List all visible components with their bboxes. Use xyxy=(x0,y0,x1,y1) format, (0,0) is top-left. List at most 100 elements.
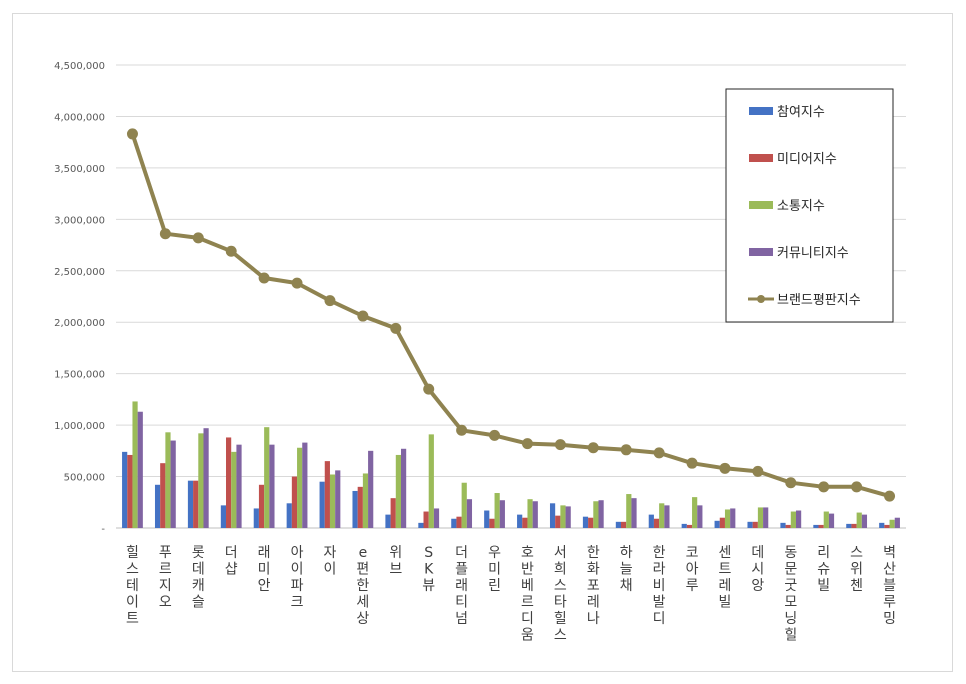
bar-1 xyxy=(451,518,457,528)
bar-3 xyxy=(724,509,731,528)
bar-3 xyxy=(856,512,862,528)
bar-1 xyxy=(714,520,720,528)
line-point xyxy=(258,272,270,284)
bar-3 xyxy=(428,434,434,528)
bar-4 xyxy=(335,470,341,528)
bar-4 xyxy=(400,448,407,528)
bar-2 xyxy=(522,517,528,528)
bar-2 xyxy=(851,523,857,528)
bar-1 xyxy=(154,484,161,528)
bar-3 xyxy=(626,494,632,528)
line-point xyxy=(456,424,468,436)
bar-2 xyxy=(818,524,824,528)
line-point xyxy=(489,429,501,441)
bar-3 xyxy=(494,493,500,528)
line-point xyxy=(587,442,599,454)
bar-1 xyxy=(517,514,523,528)
line-point xyxy=(291,277,303,289)
bar-3 xyxy=(560,505,566,528)
bar-4 xyxy=(170,440,176,528)
legend-swatch xyxy=(757,295,765,303)
bar-3 xyxy=(659,503,665,528)
bar-4 xyxy=(236,444,242,528)
line-point xyxy=(818,481,830,493)
bar-2 xyxy=(127,454,133,528)
bar-4 xyxy=(894,517,900,528)
y-tick-label: 500,000 xyxy=(64,473,105,484)
bar-2 xyxy=(456,516,462,528)
bar-4 xyxy=(565,506,571,528)
y-tick-label: 4,500,000 xyxy=(54,61,105,72)
legend-swatch xyxy=(749,154,773,162)
bar-2 xyxy=(357,486,363,528)
line-point xyxy=(620,444,632,456)
bar-2 xyxy=(785,524,791,528)
bar-3 xyxy=(757,507,764,528)
bar-3 xyxy=(889,519,895,528)
legend-label: 커뮤니티지수 xyxy=(777,246,849,261)
bar-1 xyxy=(681,523,687,528)
line-point xyxy=(225,245,237,257)
bar-1 xyxy=(648,514,654,528)
line-point xyxy=(554,439,566,451)
bar-1 xyxy=(220,505,227,528)
legend-label: 브랜드평판지수 xyxy=(777,293,861,308)
bar-3 xyxy=(297,447,303,528)
bar-4 xyxy=(598,500,604,528)
bar-1 xyxy=(879,522,885,528)
bar-2 xyxy=(884,524,890,528)
bar-4 xyxy=(795,510,802,528)
line-point xyxy=(752,465,764,477)
bar-3 xyxy=(362,473,369,528)
bar-2 xyxy=(686,524,693,528)
bar-1 xyxy=(549,503,556,528)
bar-3 xyxy=(823,511,829,528)
y-tick-label: 3,500,000 xyxy=(54,164,105,175)
bar-2 xyxy=(226,437,232,528)
y-tick-label: 2,000,000 xyxy=(54,318,105,329)
line-point xyxy=(884,490,896,502)
legend-swatch xyxy=(749,201,773,209)
bar-3 xyxy=(461,482,467,528)
bar-4 xyxy=(203,428,209,528)
bar-2 xyxy=(160,463,166,528)
bar-2 xyxy=(291,476,298,528)
bar-4 xyxy=(828,513,835,528)
bar-4 xyxy=(532,501,538,528)
line-point xyxy=(159,228,171,240)
bar-2 xyxy=(324,461,330,528)
bar-4 xyxy=(269,444,275,528)
bar-3 xyxy=(132,401,138,528)
bar-1 xyxy=(122,451,128,528)
line-point xyxy=(192,232,204,244)
bar-4 xyxy=(302,442,308,528)
line-point xyxy=(719,462,731,474)
bar-2 xyxy=(489,518,495,528)
bar-1 xyxy=(187,480,194,528)
line-series xyxy=(130,133,891,499)
bar-1 xyxy=(385,514,391,528)
bar-1 xyxy=(615,521,622,528)
bar-3 xyxy=(231,451,237,528)
bar-1 xyxy=(813,524,819,528)
bar-1 xyxy=(780,522,786,528)
bar-3 xyxy=(790,511,796,528)
bar-3 xyxy=(329,474,336,528)
bar-1 xyxy=(747,521,753,528)
bar-2 xyxy=(390,498,396,528)
bar-2 xyxy=(555,515,561,528)
line-point xyxy=(390,322,402,334)
